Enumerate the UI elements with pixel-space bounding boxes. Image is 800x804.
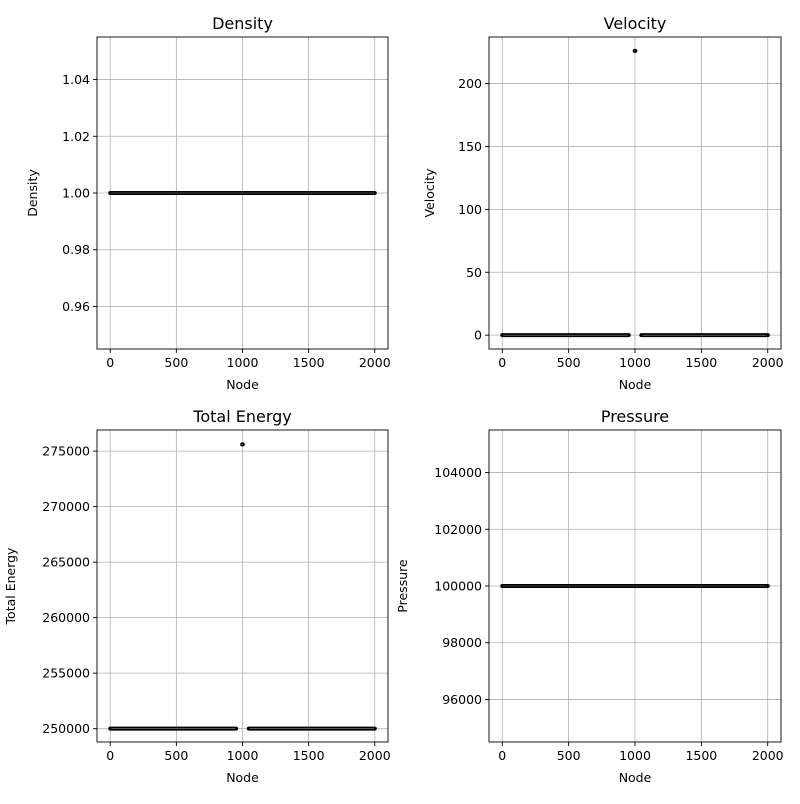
y-tick-label: 102000 [434,522,482,537]
chart-title: Density [212,14,273,33]
y-axis-label: Density [25,169,40,217]
x-tick-label: 1000 [619,355,651,370]
x-tick-label: 500 [557,748,581,763]
x-tick-label: 500 [164,748,188,763]
x-tick-label: 500 [164,355,188,370]
chart-title: Total Energy [192,407,291,426]
y-tick-label: 1.02 [62,129,90,144]
y-tick-label: 100 [458,202,482,217]
y-tick-label: 98000 [442,635,482,650]
y-tick-label: 96000 [442,692,482,707]
x-tick-label: 0 [106,748,114,763]
x-axis-label: Node [619,770,652,785]
y-axis-label: Total Energy [3,547,18,626]
y-tick-label: 0.98 [62,242,90,257]
y-axis-label: Pressure [395,559,410,613]
chart-panel: 0 500 1000 1500 2000 250000 255000 260000 265000… [3,407,391,785]
x-tick-label: 2000 [359,748,391,763]
y-tick-label: 104000 [434,465,482,480]
x-axis-label: Node [619,377,652,392]
chart-title: Velocity [604,14,667,33]
x-tick-label: 2000 [359,355,391,370]
y-tick-label: 50 [466,265,482,280]
y-tick-label: 260000 [42,610,90,625]
x-tick-label: 1500 [685,355,717,370]
chart-title: Pressure [601,407,669,426]
chart-panel: 0 500 1000 1500 2000 96000 98000 100000 102000 10… [395,407,784,785]
y-tick-label: 150 [458,139,482,154]
x-axis-label: Node [226,377,259,392]
y-axis-label: Velocity [422,168,437,218]
chart-panel: 0 500 1000 1500 2000 0.96 0.98 1.00 1.02 1.04 Dens… [25,14,391,392]
x-tick-label: 0 [498,355,506,370]
x-tick-label: 2000 [752,355,784,370]
chart-panel: 0 500 1000 1500 2000 0 50 100 150 200 Velocity Node… [422,14,784,392]
y-tick-label: 265000 [42,555,90,570]
x-tick-label: 2000 [752,748,784,763]
x-tick-label: 500 [557,355,581,370]
x-tick-label: 0 [498,748,506,763]
x-tick-label: 1000 [619,748,651,763]
y-tick-label: 1.00 [62,186,90,201]
y-tick-label: 0 [474,328,482,343]
y-tick-label: 255000 [42,666,90,681]
x-axis-label: Node [226,770,259,785]
y-tick-label: 1.04 [62,72,90,87]
y-tick-label: 100000 [434,579,482,594]
x-tick-label: 1000 [227,355,259,370]
x-tick-label: 1000 [227,748,259,763]
y-tick-label: 250000 [42,721,90,736]
x-tick-label: 0 [106,355,114,370]
y-tick-label: 270000 [42,499,90,514]
y-tick-label: 275000 [42,444,90,459]
x-tick-label: 1500 [293,355,325,370]
x-tick-label: 1500 [685,748,717,763]
y-tick-label: 200 [458,76,482,91]
y-tick-label: 0.96 [62,299,90,314]
x-tick-label: 1500 [293,748,325,763]
